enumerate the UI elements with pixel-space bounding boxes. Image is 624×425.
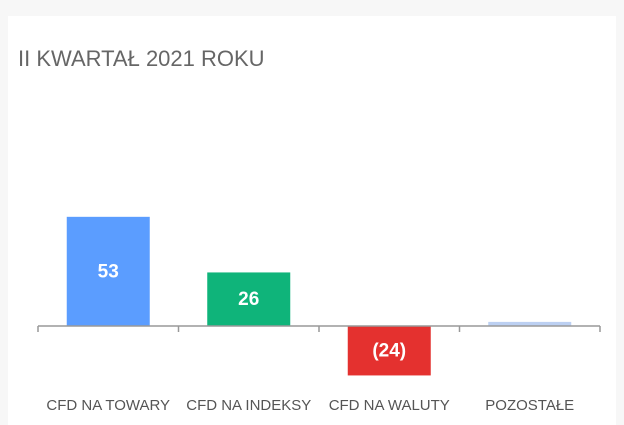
bar — [347, 326, 431, 376]
bar — [207, 272, 291, 326]
value-label: (24) — [372, 341, 406, 362]
x-tick-label: CFD NA INDEKSY — [186, 397, 311, 414]
value-label: 26 — [238, 289, 259, 310]
bar — [66, 216, 150, 326]
x-tick-label: CFD NA TOWARY — [46, 397, 170, 414]
x-tick-label: POZOSTAŁE — [485, 397, 574, 414]
bar — [488, 321, 572, 326]
value-label: 53 — [98, 261, 119, 282]
x-tick-label: CFD NA WALUTY — [329, 397, 450, 414]
chart-title: II KWARTAŁ 2021 ROKU — [18, 46, 265, 71]
